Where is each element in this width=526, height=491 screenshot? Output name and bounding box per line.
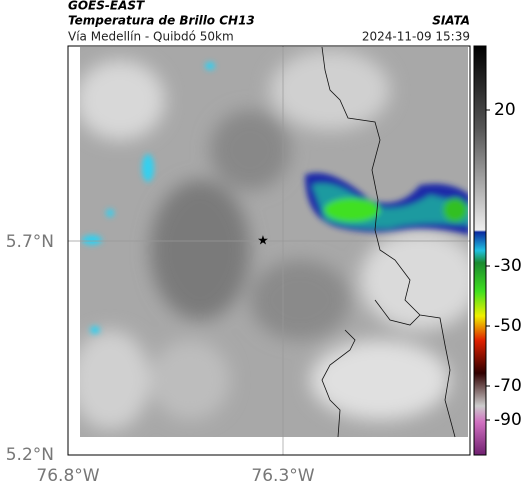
source: SIATA [432, 14, 470, 28]
region: Vía Medellín - Quibdó 50km [68, 30, 234, 44]
satellite-image [80, 47, 468, 437]
subtitle: Temperatura de Brillo CH13 [68, 14, 255, 28]
title: GOES-EAST [68, 0, 145, 13]
colorbar-label: -70 [494, 376, 522, 396]
border [374, 299, 421, 326]
border [321, 46, 456, 438]
lat-label: 5.7°N [6, 232, 54, 252]
border [321, 329, 356, 438]
colorbar-label: -90 [494, 410, 522, 430]
map-frame [67, 45, 471, 456]
lat-label: 5.2°N [6, 445, 54, 465]
colorbar-label: -30 [494, 256, 522, 276]
colorbar [473, 45, 487, 456]
colorbar-label: 20 [494, 100, 516, 120]
lon-label: 76.8°W [36, 466, 99, 486]
location-marker: ★ [257, 234, 269, 249]
colorbar-label: -50 [494, 316, 522, 336]
timestamp: 2024-11-09 15:39 [362, 30, 470, 44]
lon-label: 76.3°W [251, 466, 314, 486]
